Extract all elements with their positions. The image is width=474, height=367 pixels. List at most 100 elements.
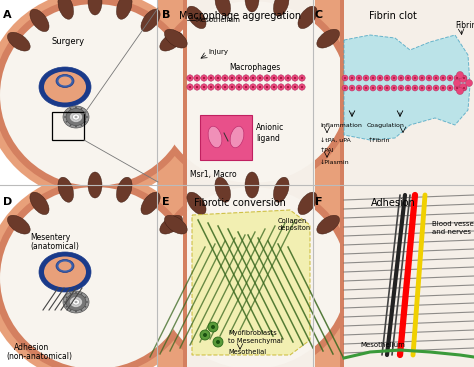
Circle shape bbox=[412, 85, 418, 91]
Ellipse shape bbox=[160, 215, 182, 234]
Circle shape bbox=[271, 75, 277, 81]
Text: Adhesion: Adhesion bbox=[371, 198, 415, 208]
Ellipse shape bbox=[0, 0, 197, 193]
Circle shape bbox=[456, 72, 464, 79]
Ellipse shape bbox=[21, 244, 115, 326]
Circle shape bbox=[356, 85, 362, 91]
Ellipse shape bbox=[157, 187, 347, 367]
Circle shape bbox=[405, 75, 411, 81]
Circle shape bbox=[299, 84, 305, 90]
Ellipse shape bbox=[298, 192, 317, 215]
Circle shape bbox=[426, 75, 432, 81]
Circle shape bbox=[349, 75, 355, 81]
Circle shape bbox=[70, 124, 72, 126]
Circle shape bbox=[384, 85, 390, 91]
Circle shape bbox=[81, 108, 82, 110]
Text: Anionic
ligand: Anionic ligand bbox=[256, 123, 284, 143]
Circle shape bbox=[229, 84, 235, 90]
Ellipse shape bbox=[63, 291, 89, 313]
Ellipse shape bbox=[56, 75, 74, 87]
Circle shape bbox=[189, 77, 191, 79]
Circle shape bbox=[433, 85, 439, 91]
Circle shape bbox=[356, 75, 362, 81]
Circle shape bbox=[342, 85, 348, 91]
Circle shape bbox=[442, 77, 444, 79]
Circle shape bbox=[365, 77, 367, 79]
Circle shape bbox=[294, 86, 296, 88]
Bar bbox=[183, 185, 315, 367]
Bar bbox=[183, 0, 187, 185]
Circle shape bbox=[363, 75, 369, 81]
Ellipse shape bbox=[215, 177, 230, 202]
Circle shape bbox=[454, 75, 460, 81]
Circle shape bbox=[292, 75, 298, 81]
Circle shape bbox=[351, 87, 353, 89]
Circle shape bbox=[231, 86, 233, 88]
Ellipse shape bbox=[49, 119, 87, 147]
Circle shape bbox=[442, 87, 444, 89]
Text: (non-anatomical): (non-anatomical) bbox=[6, 352, 72, 360]
Text: Fibrotic conversion: Fibrotic conversion bbox=[194, 198, 286, 208]
Circle shape bbox=[351, 77, 353, 79]
Ellipse shape bbox=[141, 9, 160, 32]
Circle shape bbox=[273, 86, 275, 88]
Ellipse shape bbox=[30, 192, 49, 215]
Ellipse shape bbox=[49, 304, 87, 332]
Circle shape bbox=[65, 121, 67, 123]
Text: Coagulation: Coagulation bbox=[367, 123, 405, 128]
Circle shape bbox=[259, 86, 261, 88]
Circle shape bbox=[216, 340, 220, 344]
Ellipse shape bbox=[215, 0, 230, 16]
Text: Fibrin: Fibrin bbox=[455, 22, 474, 30]
Ellipse shape bbox=[245, 0, 259, 12]
Circle shape bbox=[75, 106, 77, 108]
Circle shape bbox=[407, 77, 409, 79]
Ellipse shape bbox=[30, 9, 49, 32]
Circle shape bbox=[393, 87, 395, 89]
Circle shape bbox=[386, 77, 388, 79]
Ellipse shape bbox=[0, 0, 205, 200]
Circle shape bbox=[287, 86, 289, 88]
Ellipse shape bbox=[0, 187, 190, 367]
Ellipse shape bbox=[8, 32, 30, 51]
Ellipse shape bbox=[117, 177, 132, 202]
Circle shape bbox=[250, 84, 256, 90]
Ellipse shape bbox=[164, 29, 187, 48]
Circle shape bbox=[245, 77, 247, 79]
Circle shape bbox=[64, 116, 66, 118]
Circle shape bbox=[208, 84, 214, 90]
Circle shape bbox=[405, 85, 411, 91]
Circle shape bbox=[70, 309, 72, 311]
Circle shape bbox=[456, 77, 458, 79]
Circle shape bbox=[203, 77, 205, 79]
Circle shape bbox=[363, 85, 369, 91]
Circle shape bbox=[271, 84, 277, 90]
Text: Macrophage aggregation: Macrophage aggregation bbox=[179, 11, 301, 21]
Text: to Mesenchymal: to Mesenchymal bbox=[228, 338, 283, 344]
Circle shape bbox=[259, 77, 261, 79]
Bar bbox=[158, 185, 315, 367]
Circle shape bbox=[440, 75, 446, 81]
Ellipse shape bbox=[74, 116, 78, 118]
Circle shape bbox=[377, 75, 383, 81]
Circle shape bbox=[465, 80, 473, 87]
Circle shape bbox=[426, 85, 432, 91]
Bar bbox=[183, 185, 187, 367]
Text: (anatomical): (anatomical) bbox=[30, 241, 79, 251]
Circle shape bbox=[208, 75, 214, 81]
Bar bbox=[340, 185, 474, 367]
Ellipse shape bbox=[58, 177, 73, 202]
Ellipse shape bbox=[70, 297, 82, 308]
Circle shape bbox=[379, 87, 381, 89]
Circle shape bbox=[215, 84, 221, 90]
Circle shape bbox=[201, 84, 207, 90]
Circle shape bbox=[447, 85, 453, 91]
Ellipse shape bbox=[317, 215, 339, 234]
Text: ↑PAI: ↑PAI bbox=[320, 148, 335, 153]
Circle shape bbox=[229, 75, 235, 81]
Circle shape bbox=[459, 76, 466, 83]
Circle shape bbox=[213, 337, 223, 347]
Bar bbox=[340, 185, 344, 367]
Text: Myofibroblasts: Myofibroblasts bbox=[228, 330, 277, 336]
Text: Injury: Injury bbox=[208, 49, 228, 55]
